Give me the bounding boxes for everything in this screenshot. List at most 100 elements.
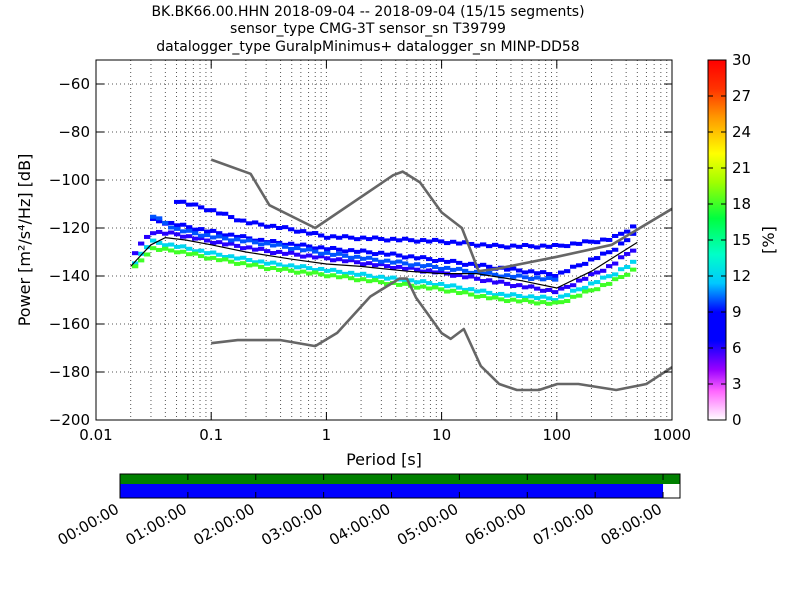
psd-cell xyxy=(570,288,577,293)
psd-cell xyxy=(510,297,517,302)
psd-cell xyxy=(606,264,613,269)
psd-cell xyxy=(498,244,505,249)
psd-cell xyxy=(186,252,193,257)
psd-cell xyxy=(204,256,211,261)
psd-cell xyxy=(132,261,139,266)
psd-cell xyxy=(300,248,307,253)
psd-cell xyxy=(252,220,259,225)
psd-cell xyxy=(270,266,277,271)
psd-cell xyxy=(516,283,523,288)
psd-cell xyxy=(420,255,427,260)
psd-cell xyxy=(540,243,547,248)
psd-cell xyxy=(450,273,457,278)
psd-cell xyxy=(504,273,511,278)
psd-cell xyxy=(276,249,283,254)
psd-cell xyxy=(330,234,337,239)
psd-cell xyxy=(450,283,457,288)
psd-cell xyxy=(420,264,427,269)
psd-cell xyxy=(522,270,529,275)
psd-cell xyxy=(150,238,157,243)
psd-cell xyxy=(216,211,223,216)
psd-cell xyxy=(270,243,277,248)
psd-cell xyxy=(330,258,337,263)
psd-cell xyxy=(312,231,319,236)
psd-cell xyxy=(510,284,517,289)
psd-cell xyxy=(516,293,523,298)
psd-cell xyxy=(576,287,583,292)
psd-cell xyxy=(180,249,187,254)
psd-cell xyxy=(318,251,325,256)
psd-cell xyxy=(588,239,595,244)
psd-cell xyxy=(408,238,415,243)
x-tick-label: 10 xyxy=(432,426,451,444)
psd-cell xyxy=(510,292,517,297)
psd-cell xyxy=(582,239,589,244)
psd-cell xyxy=(588,288,595,293)
psd-cell xyxy=(564,293,571,298)
psd-cell xyxy=(438,266,445,271)
psd-cell xyxy=(300,264,307,269)
psd-cell xyxy=(546,301,553,306)
x-tick-label: 0.01 xyxy=(79,426,112,444)
psd-cell xyxy=(456,241,463,246)
psd-cell xyxy=(294,246,301,251)
psd-cell xyxy=(516,299,523,304)
psd-cell xyxy=(204,229,211,234)
psd-cell xyxy=(312,246,319,251)
psd-cell xyxy=(630,224,637,229)
psd-cell xyxy=(348,235,355,240)
psd-cell xyxy=(480,294,487,299)
psd-cell xyxy=(336,247,343,252)
psd-cell xyxy=(594,256,601,261)
psd-cell xyxy=(210,255,217,260)
psd-cell xyxy=(486,244,493,249)
psd-cell xyxy=(360,248,367,253)
psd-cell xyxy=(348,270,355,275)
psd-cell xyxy=(264,267,271,272)
psd-cell xyxy=(432,285,439,290)
psd-cell xyxy=(144,245,151,250)
psd-cell xyxy=(456,291,463,296)
psd-cell xyxy=(546,272,553,277)
psd-cell xyxy=(360,256,367,261)
psd-cell xyxy=(570,264,577,269)
psd-cell xyxy=(384,264,391,269)
psd-cell xyxy=(318,272,325,277)
psd-cell xyxy=(552,290,559,295)
psd-cell xyxy=(498,291,505,296)
psd-cell xyxy=(240,218,247,223)
y-tick-label: −80 xyxy=(58,123,90,141)
psd-cell xyxy=(336,275,343,280)
psd-cell xyxy=(504,299,511,304)
title-line-3: datalogger_type GuralpMinimus+ datalogge… xyxy=(156,39,579,55)
psd-cell xyxy=(174,226,181,231)
psd-cell xyxy=(198,233,205,238)
psd-cell xyxy=(366,255,373,260)
psd-cell xyxy=(318,266,325,271)
psd-cell xyxy=(216,252,223,257)
psd-cell xyxy=(360,262,367,267)
noise-model-nhnm xyxy=(210,158,672,273)
psd-cell xyxy=(408,265,415,270)
psd-cell xyxy=(156,219,163,224)
psd-cell xyxy=(168,242,175,247)
psd-cell xyxy=(420,238,427,243)
colorbar-tick-label: 6 xyxy=(732,339,742,357)
psd-cell xyxy=(378,274,385,279)
psd-cell xyxy=(606,274,613,279)
psd-cell xyxy=(342,274,349,279)
psd-cell xyxy=(540,288,547,293)
psd-cell xyxy=(402,236,409,241)
psd-cell xyxy=(552,243,559,247)
psd-cell xyxy=(204,251,211,256)
psd-cell xyxy=(528,276,535,281)
psd-cell xyxy=(258,237,265,242)
psd-cell xyxy=(336,235,343,240)
psd-cell xyxy=(408,263,415,268)
psd-cell xyxy=(246,263,253,268)
psd-cell xyxy=(450,258,457,263)
psd-cell xyxy=(522,275,529,280)
psd-cell xyxy=(354,249,361,254)
psd-cell xyxy=(276,226,283,231)
psd-cell xyxy=(624,251,631,256)
